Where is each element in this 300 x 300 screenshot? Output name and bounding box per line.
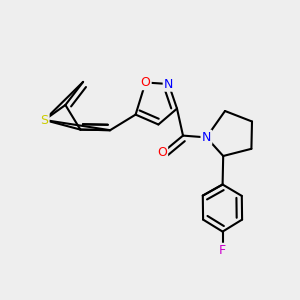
Text: S: S — [40, 113, 48, 127]
Text: N: N — [202, 131, 211, 144]
Text: F: F — [219, 244, 226, 257]
Text: O: O — [157, 146, 167, 160]
Text: O: O — [141, 76, 150, 89]
Text: N: N — [164, 77, 173, 91]
